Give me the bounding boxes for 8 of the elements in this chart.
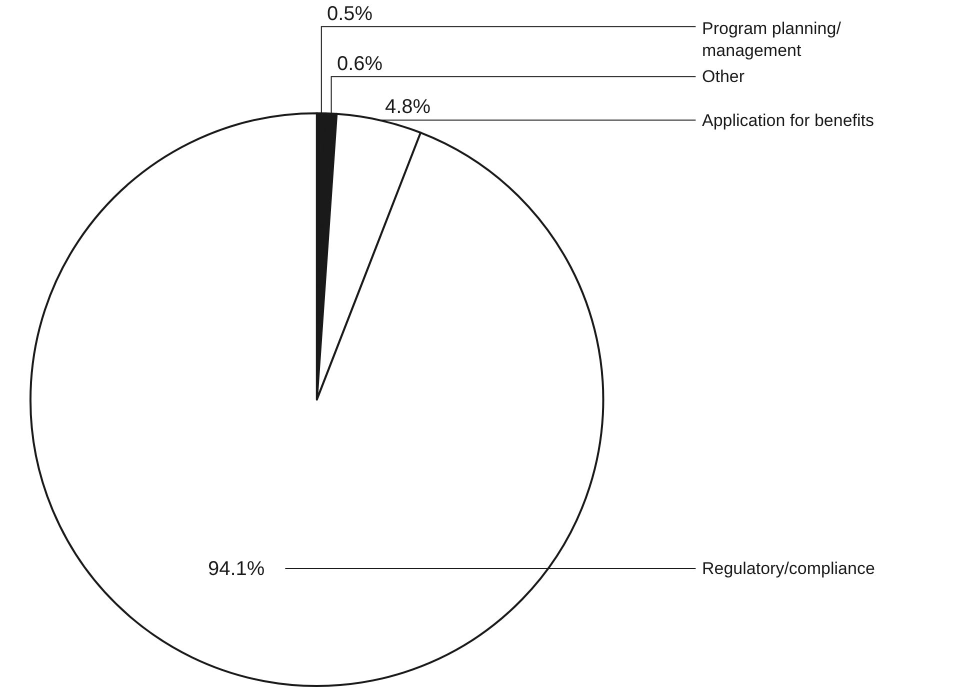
- data-label: 0.6%: [337, 53, 383, 75]
- data-label: 0.5%: [327, 3, 373, 25]
- data-label: 4.8%: [385, 96, 431, 118]
- slice-label: Program planning/ management: [702, 19, 842, 60]
- slice-label: Regulatory/compliance: [702, 559, 875, 578]
- data-label: 94.1%: [208, 558, 265, 580]
- slice-label: Other: [702, 67, 745, 86]
- slice-label: Application for benefits: [702, 111, 874, 130]
